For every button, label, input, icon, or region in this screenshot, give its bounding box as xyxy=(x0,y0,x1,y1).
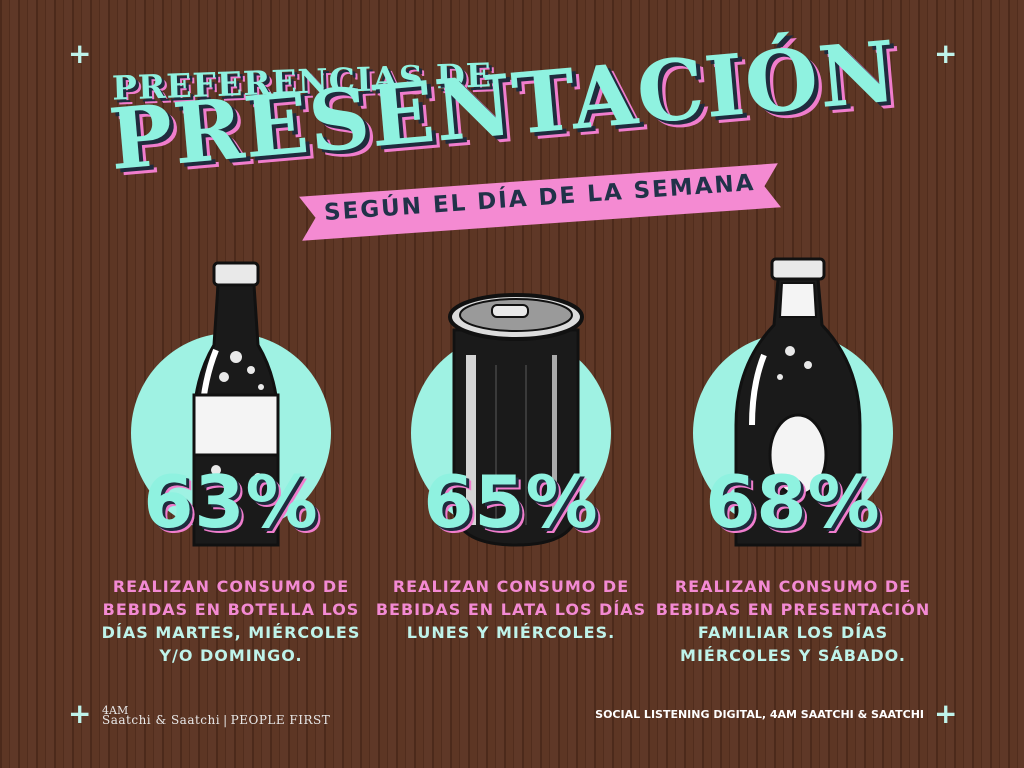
corner-plus-top-left: + xyxy=(68,37,92,70)
desc-line: Realizan consumo de xyxy=(112,577,350,596)
corner-plus-bottom-left: + xyxy=(68,697,92,730)
desc-line: bebidas en lata los días xyxy=(375,600,647,619)
stat-description: Realizan consumo de bebidas en botella l… xyxy=(86,575,376,667)
glass-bottle-icon xyxy=(192,261,280,547)
desc-line: Realizan consumo de xyxy=(392,577,630,596)
desc-line: Realizan consumo de xyxy=(674,577,912,596)
desc-line: y/o domingo. xyxy=(159,646,303,665)
desc-line: bebidas en botella los xyxy=(102,600,360,619)
title-large: PRESENTACIÓN xyxy=(105,21,901,189)
desc-line: bebidas en presentación xyxy=(655,600,931,619)
percent-value: 65% xyxy=(423,460,599,544)
source-credit: SOCIAL LISTENING DIGITAL, 4AM SAATCHI & … xyxy=(595,708,924,721)
desc-line: días martes, miércoles xyxy=(101,623,361,642)
desc-line: lunes y miércoles. xyxy=(406,623,616,642)
logo-separator: | xyxy=(223,713,228,727)
corner-plus-bottom-right: + xyxy=(934,697,958,730)
stat-bottle: 63% Realizan consumo de bebidas en botel… xyxy=(86,255,386,675)
subtitle-ribbon: SEGÚN EL DÍA DE LA SEMANA xyxy=(298,155,781,248)
percent-value: 68% xyxy=(705,460,881,544)
logo-4am: 4AM xyxy=(102,704,129,717)
logo-tagline: PEOPLE FIRST xyxy=(230,713,331,727)
corner-plus-top-right: + xyxy=(934,37,958,70)
stat-can: 65% Realizan consumo de bebidas en lata … xyxy=(366,255,666,675)
percent-value: 63% xyxy=(143,460,319,544)
stat-description: Realizan consumo de bebidas en lata los … xyxy=(366,575,656,644)
desc-line: miércoles y sábado. xyxy=(680,646,906,665)
desc-line: familiar los días xyxy=(697,623,889,642)
family-bottle-icon xyxy=(734,257,862,547)
logo-agency: Saatchi & Saatchi xyxy=(102,713,221,727)
ribbon-shape xyxy=(299,163,781,241)
stat-description: Realizan consumo de bebidas en presentac… xyxy=(648,575,938,667)
stat-family-bottle: 68% Realizan consumo de bebidas en prese… xyxy=(648,255,948,675)
agency-logo: Saatchi & Saatchi | PEOPLE FIRST xyxy=(102,713,330,727)
can-icon xyxy=(448,293,584,547)
